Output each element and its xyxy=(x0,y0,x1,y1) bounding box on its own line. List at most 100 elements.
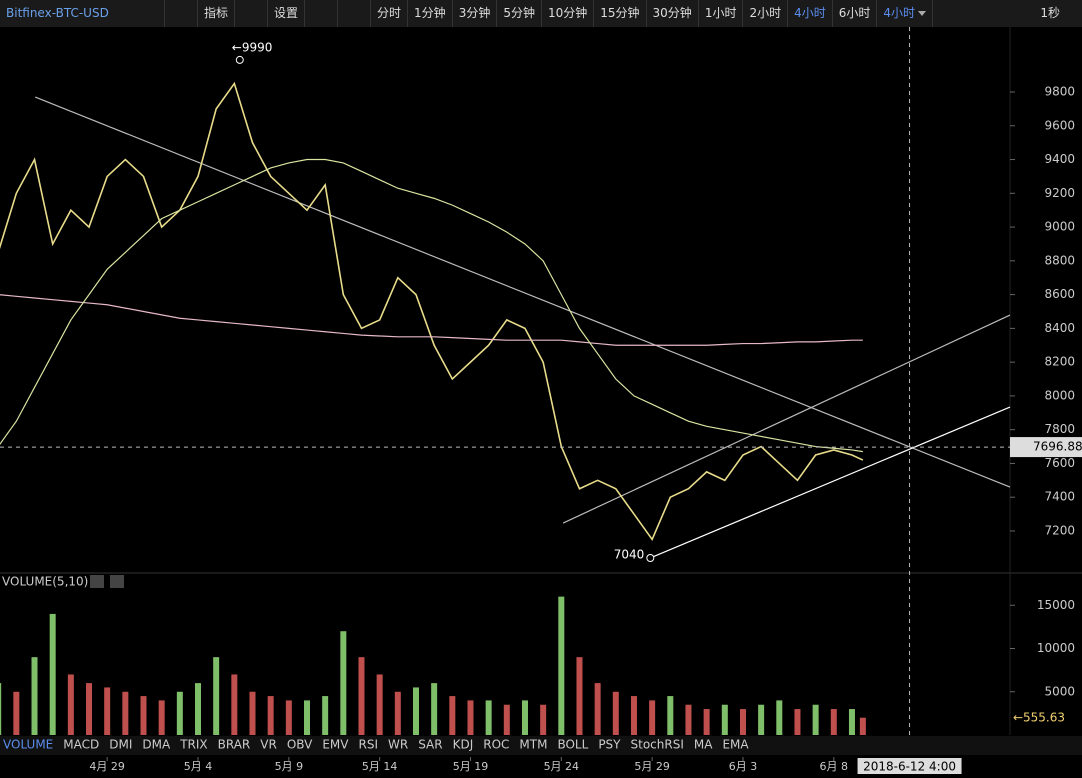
volume-bar xyxy=(213,657,220,735)
volume-bar xyxy=(859,717,866,735)
indicator-tab[interactable]: WR xyxy=(388,738,408,752)
interval-list: 分时 1分钟 3分钟 5分钟 10分钟 15分钟 30分钟 1小时 2小时 4小时 6小时 xyxy=(371,0,878,27)
y-tick-label: 8200 xyxy=(1044,355,1075,369)
interval-dropdown[interactable]: 4小时 xyxy=(877,0,934,27)
price-line xyxy=(0,294,863,346)
indicator-tab[interactable]: BRAR xyxy=(218,738,251,752)
volume-bar xyxy=(721,704,728,735)
indicator-tab[interactable]: PSY xyxy=(598,738,621,752)
interval[interactable]: 3分钟 xyxy=(453,0,498,27)
icon-box[interactable] xyxy=(235,0,269,27)
annotation-label: ←9990 xyxy=(232,40,273,54)
volume-bar xyxy=(503,704,510,735)
last-price: 7696.88 xyxy=(1033,440,1082,454)
volume-bar xyxy=(322,696,329,735)
indicator-tab[interactable]: EMV xyxy=(322,738,349,752)
volume-bar xyxy=(830,709,837,735)
indicator-tab[interactable]: RSI xyxy=(359,738,379,752)
y-tick-label: 9000 xyxy=(1044,220,1075,234)
volume-bar xyxy=(667,696,674,735)
interval[interactable]: 1小时 xyxy=(699,0,744,27)
interval[interactable]: 4小时 xyxy=(788,0,833,27)
trendline xyxy=(650,406,1011,559)
interval[interactable]: 5分钟 xyxy=(497,0,542,27)
indicator-tab[interactable]: StochRSI xyxy=(631,738,684,752)
volume-bar xyxy=(104,687,111,735)
y-tick-label: 8000 xyxy=(1044,388,1075,402)
symbol[interactable]: Bitfinex-BTC-USD xyxy=(0,0,165,27)
interval[interactable]: 1分钟 xyxy=(408,0,453,27)
annotation-point xyxy=(646,553,655,562)
volume-bar xyxy=(140,696,147,735)
indicator-tab[interactable]: KDJ xyxy=(453,738,474,752)
volume-bar xyxy=(376,674,383,735)
volume-bar xyxy=(431,683,438,735)
dropdown-caret xyxy=(918,11,927,16)
indicator-tab[interactable]: TRIX xyxy=(179,738,207,752)
volume-bar xyxy=(340,631,347,735)
x-tick-label: 6月 3 xyxy=(729,760,758,773)
pen-icon[interactable] xyxy=(338,0,372,27)
indicator-tab[interactable]: VR xyxy=(260,738,277,752)
volume-bar xyxy=(558,596,565,735)
x-tick-label: 5月 9 xyxy=(275,760,304,773)
volume-bar xyxy=(521,700,528,735)
interval[interactable]: 30分钟 xyxy=(647,0,699,27)
volume-bar xyxy=(576,657,583,735)
interval[interactable]: 分时 xyxy=(371,0,409,27)
volume-bar xyxy=(485,700,492,735)
volume-title: VOLUME(5,10) xyxy=(2,575,88,589)
volume-bar xyxy=(649,700,656,735)
volume-bar xyxy=(67,674,74,735)
volume-bar xyxy=(13,691,20,735)
volume-bar xyxy=(195,683,202,735)
volume-bar xyxy=(594,683,601,735)
indicator-tab[interactable]: SAR xyxy=(418,738,442,752)
volume-bar xyxy=(739,709,746,735)
volume-bar xyxy=(176,691,183,735)
y-tick-label: 8400 xyxy=(1044,321,1075,335)
indicator-button[interactable]: 指标 xyxy=(198,0,236,27)
settings-button[interactable]: 设置 xyxy=(268,0,306,27)
interval[interactable]: 10分钟 xyxy=(542,0,595,27)
y-tick-label: 5000 xyxy=(1044,684,1075,698)
y-tick-label: 8600 xyxy=(1044,287,1075,301)
indicator-tab[interactable]: OBV xyxy=(287,738,313,752)
volume-bar xyxy=(0,683,2,735)
volume-bar xyxy=(122,691,129,735)
right-label[interactable]: 1秒 xyxy=(1040,6,1060,20)
interval[interactable]: 15分钟 xyxy=(594,0,647,27)
indicator-tab[interactable]: DMI xyxy=(109,738,132,752)
x-tick-label: 5月 4 xyxy=(184,760,213,773)
volume-bar xyxy=(267,696,274,735)
indicator-tab[interactable]: EMA xyxy=(722,738,749,752)
y-tick-label: 7400 xyxy=(1044,490,1075,504)
indicator-tab[interactable]: BOLL xyxy=(557,738,588,752)
y-tick-label: 8800 xyxy=(1044,253,1075,267)
indicator-tab[interactable]: ROC xyxy=(483,738,509,752)
volume-bar xyxy=(412,687,419,735)
toolbar: Bitfinex-BTC-USD 指标 设置 分时 1分钟 3分钟 5分钟 10分钟 15… xyxy=(0,0,1082,27)
interval[interactable]: 6小时 xyxy=(833,0,878,27)
indicator-tab[interactable]: MACD xyxy=(63,738,99,752)
volume-bar xyxy=(285,700,292,735)
x-tick-label: 5月 19 xyxy=(453,760,489,773)
indicator-tab[interactable]: VOLUME xyxy=(3,738,53,752)
volume-bar xyxy=(776,700,783,735)
volume-bar xyxy=(812,704,819,735)
volume-bar xyxy=(358,657,365,735)
volume-bar xyxy=(158,700,165,735)
x-tick-label: 5月 24 xyxy=(544,760,580,773)
indicator-tab[interactable]: MA xyxy=(694,738,713,752)
interval[interactable]: 2小时 xyxy=(743,0,789,27)
volume-bar xyxy=(31,657,38,735)
indicator-tab[interactable]: MTM xyxy=(519,738,547,752)
volume-bar xyxy=(612,691,619,735)
y-tick-label: 9800 xyxy=(1044,85,1075,99)
volume-bar xyxy=(794,709,801,735)
volume-bar xyxy=(86,683,93,735)
gear-icon[interactable] xyxy=(305,0,339,27)
icon-box[interactable] xyxy=(165,0,198,27)
indicator-tab[interactable]: DMA xyxy=(142,738,171,752)
last-volume: ←555.63 xyxy=(1013,711,1065,725)
